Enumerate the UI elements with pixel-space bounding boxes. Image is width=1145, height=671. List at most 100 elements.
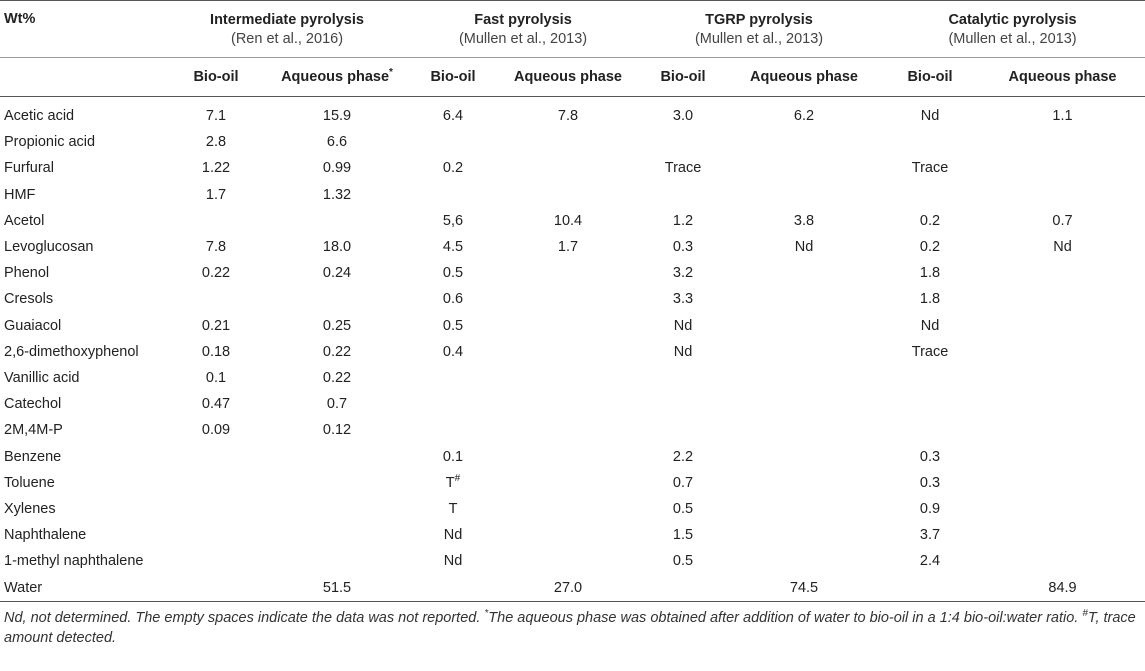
table-row: Catechol 0.47 0.7	[0, 391, 1145, 417]
table-cell: 2.8	[205, 134, 227, 151]
table-cell	[728, 522, 880, 548]
table-cell: 0.5	[672, 553, 694, 570]
group-reference: (Ren et al., 2016)	[230, 31, 344, 47]
table-cell: 7.8	[205, 239, 227, 256]
table-cell	[728, 365, 880, 391]
group-reference: (Mullen et al., 2013)	[694, 31, 824, 47]
table-cell	[498, 522, 638, 548]
table-row: Guaiacol 0.21 0.25 0.5 Nd Nd	[0, 313, 1145, 339]
table-cell: T	[448, 501, 458, 518]
table-cell: Nd	[794, 239, 814, 256]
subheader-row: Bio-oil Aqueous phase* Bio-oil Aqueous p…	[0, 57, 1145, 97]
table-cell	[980, 129, 1145, 155]
subheader-aqueous-label: Aqueous phase	[281, 69, 390, 85]
table-cell: 0.21	[201, 317, 231, 334]
table-cell	[880, 417, 980, 443]
table-cell	[266, 548, 408, 574]
table-cell: 5,6	[442, 212, 464, 229]
table-cell	[980, 522, 1145, 548]
table-row: Furfural 1.22 0.99 0.2 Trace Trace	[0, 155, 1145, 181]
table-row: 2,6-dimethoxyphenol 0.18 0.22 0.4 Nd Trace	[0, 339, 1145, 365]
table-cell: 15.9	[322, 108, 352, 124]
table-cell	[408, 129, 498, 155]
table-cell	[266, 496, 408, 522]
table-cell: 1.7	[205, 186, 227, 203]
table-cell: 3.0	[672, 108, 694, 124]
table-cell: 0.18	[201, 343, 231, 360]
table-cell: 0.3	[919, 448, 941, 465]
table-cell	[498, 496, 638, 522]
table-cell: 27.0	[498, 574, 639, 602]
table-cell: 1.1	[1052, 108, 1073, 124]
table-cell: 0.9	[919, 501, 941, 518]
table-cell	[980, 260, 1145, 286]
table-cell: 6.2	[793, 108, 815, 124]
table-cell: 0.7	[326, 396, 348, 413]
row-label: Acetol	[4, 212, 45, 229]
table-cell	[408, 574, 499, 602]
row-label: Furfural	[4, 160, 54, 177]
row-label: Guaiacol	[4, 317, 62, 334]
table-cell	[498, 444, 638, 470]
table-cell: 6.6	[326, 134, 348, 151]
row-label: HMF	[4, 186, 36, 203]
table-cell	[728, 182, 880, 208]
subheader-aqueous-phase: Aqueous phase	[980, 57, 1145, 97]
table-cell: Trace	[664, 160, 702, 177]
row-label: 2M,4M-P	[4, 422, 63, 439]
table-cell: 0.25	[322, 317, 352, 334]
table-cell: 84.9	[980, 574, 1145, 602]
table-cell	[728, 391, 880, 417]
subheader-bio-oil: Bio-oil	[880, 57, 981, 97]
table-cell	[166, 444, 266, 470]
table-cell	[728, 260, 880, 286]
table-cell	[880, 391, 980, 417]
table-row: HMF 1.7 1.32	[0, 182, 1145, 208]
group-header-intermediate: Intermediate pyrolysis (Ren et al., 2016…	[166, 0, 409, 58]
table-row: Cresols 0.6 3.3 1.8	[0, 286, 1145, 312]
table-row: Levoglucosan 7.8 18.0 4.5 1.7 0.3 Nd 0.2 Nd	[0, 234, 1145, 260]
group-title: Catalytic pyrolysis	[948, 12, 1077, 28]
footnote-part-3: T, trace amount detected.	[4, 609, 1136, 646]
table-row: Xylenes T 0.5 0.9	[0, 496, 1145, 522]
table-cell	[728, 313, 880, 339]
table-cell: 0.3	[919, 474, 941, 491]
table-cell	[166, 286, 266, 312]
table-cell	[498, 313, 638, 339]
table-cell	[880, 182, 980, 208]
row-label: Acetic acid	[4, 108, 75, 124]
table-cell: 7.1	[205, 108, 227, 124]
table-cell: Nd	[1053, 239, 1072, 256]
table-cell	[408, 391, 498, 417]
table-cell	[166, 522, 266, 548]
table-cell: 0.2	[919, 239, 941, 256]
table-cell: 4.5	[442, 239, 464, 256]
table-cell	[166, 548, 266, 574]
table-cell	[166, 496, 266, 522]
table-cell: 0.22	[201, 265, 231, 282]
table-cell: 3.2	[672, 265, 694, 282]
table-cell	[728, 417, 880, 443]
row-label: Xylenes	[4, 501, 56, 518]
row-label: Naphthalene	[4, 527, 87, 544]
table-cell	[498, 155, 638, 181]
row-label: Water	[0, 574, 166, 602]
table-cell	[980, 286, 1145, 312]
table-cell: 1.2	[672, 212, 694, 229]
table-cell	[980, 417, 1145, 443]
table-cell: 0.5	[672, 501, 694, 518]
hash-footnote-mark: #	[454, 472, 461, 484]
table-cell	[498, 286, 638, 312]
asterisk-footnote-mark: *	[389, 67, 393, 78]
table-cell	[638, 182, 728, 208]
subheader-aqueous-phase: Aqueous phase	[728, 57, 881, 97]
subheader-aqueous-phase: Aqueous phase*	[266, 57, 409, 97]
table-row: 1-methyl naphthalene Nd 0.5 2.4	[0, 548, 1145, 574]
table-cell	[728, 470, 880, 496]
table-row: Acetic acid 7.1 15.9 6.4 7.8 3.0 6.2 Nd 1.1	[0, 97, 1145, 130]
table-cell: Trace	[911, 343, 949, 360]
group-title: Fast pyrolysis	[474, 12, 572, 28]
composition-table: Wt% Intermediate pyrolysis (Ren et al., …	[0, 0, 1145, 602]
table-cell: 2.4	[919, 553, 941, 570]
table-cell	[266, 286, 408, 312]
